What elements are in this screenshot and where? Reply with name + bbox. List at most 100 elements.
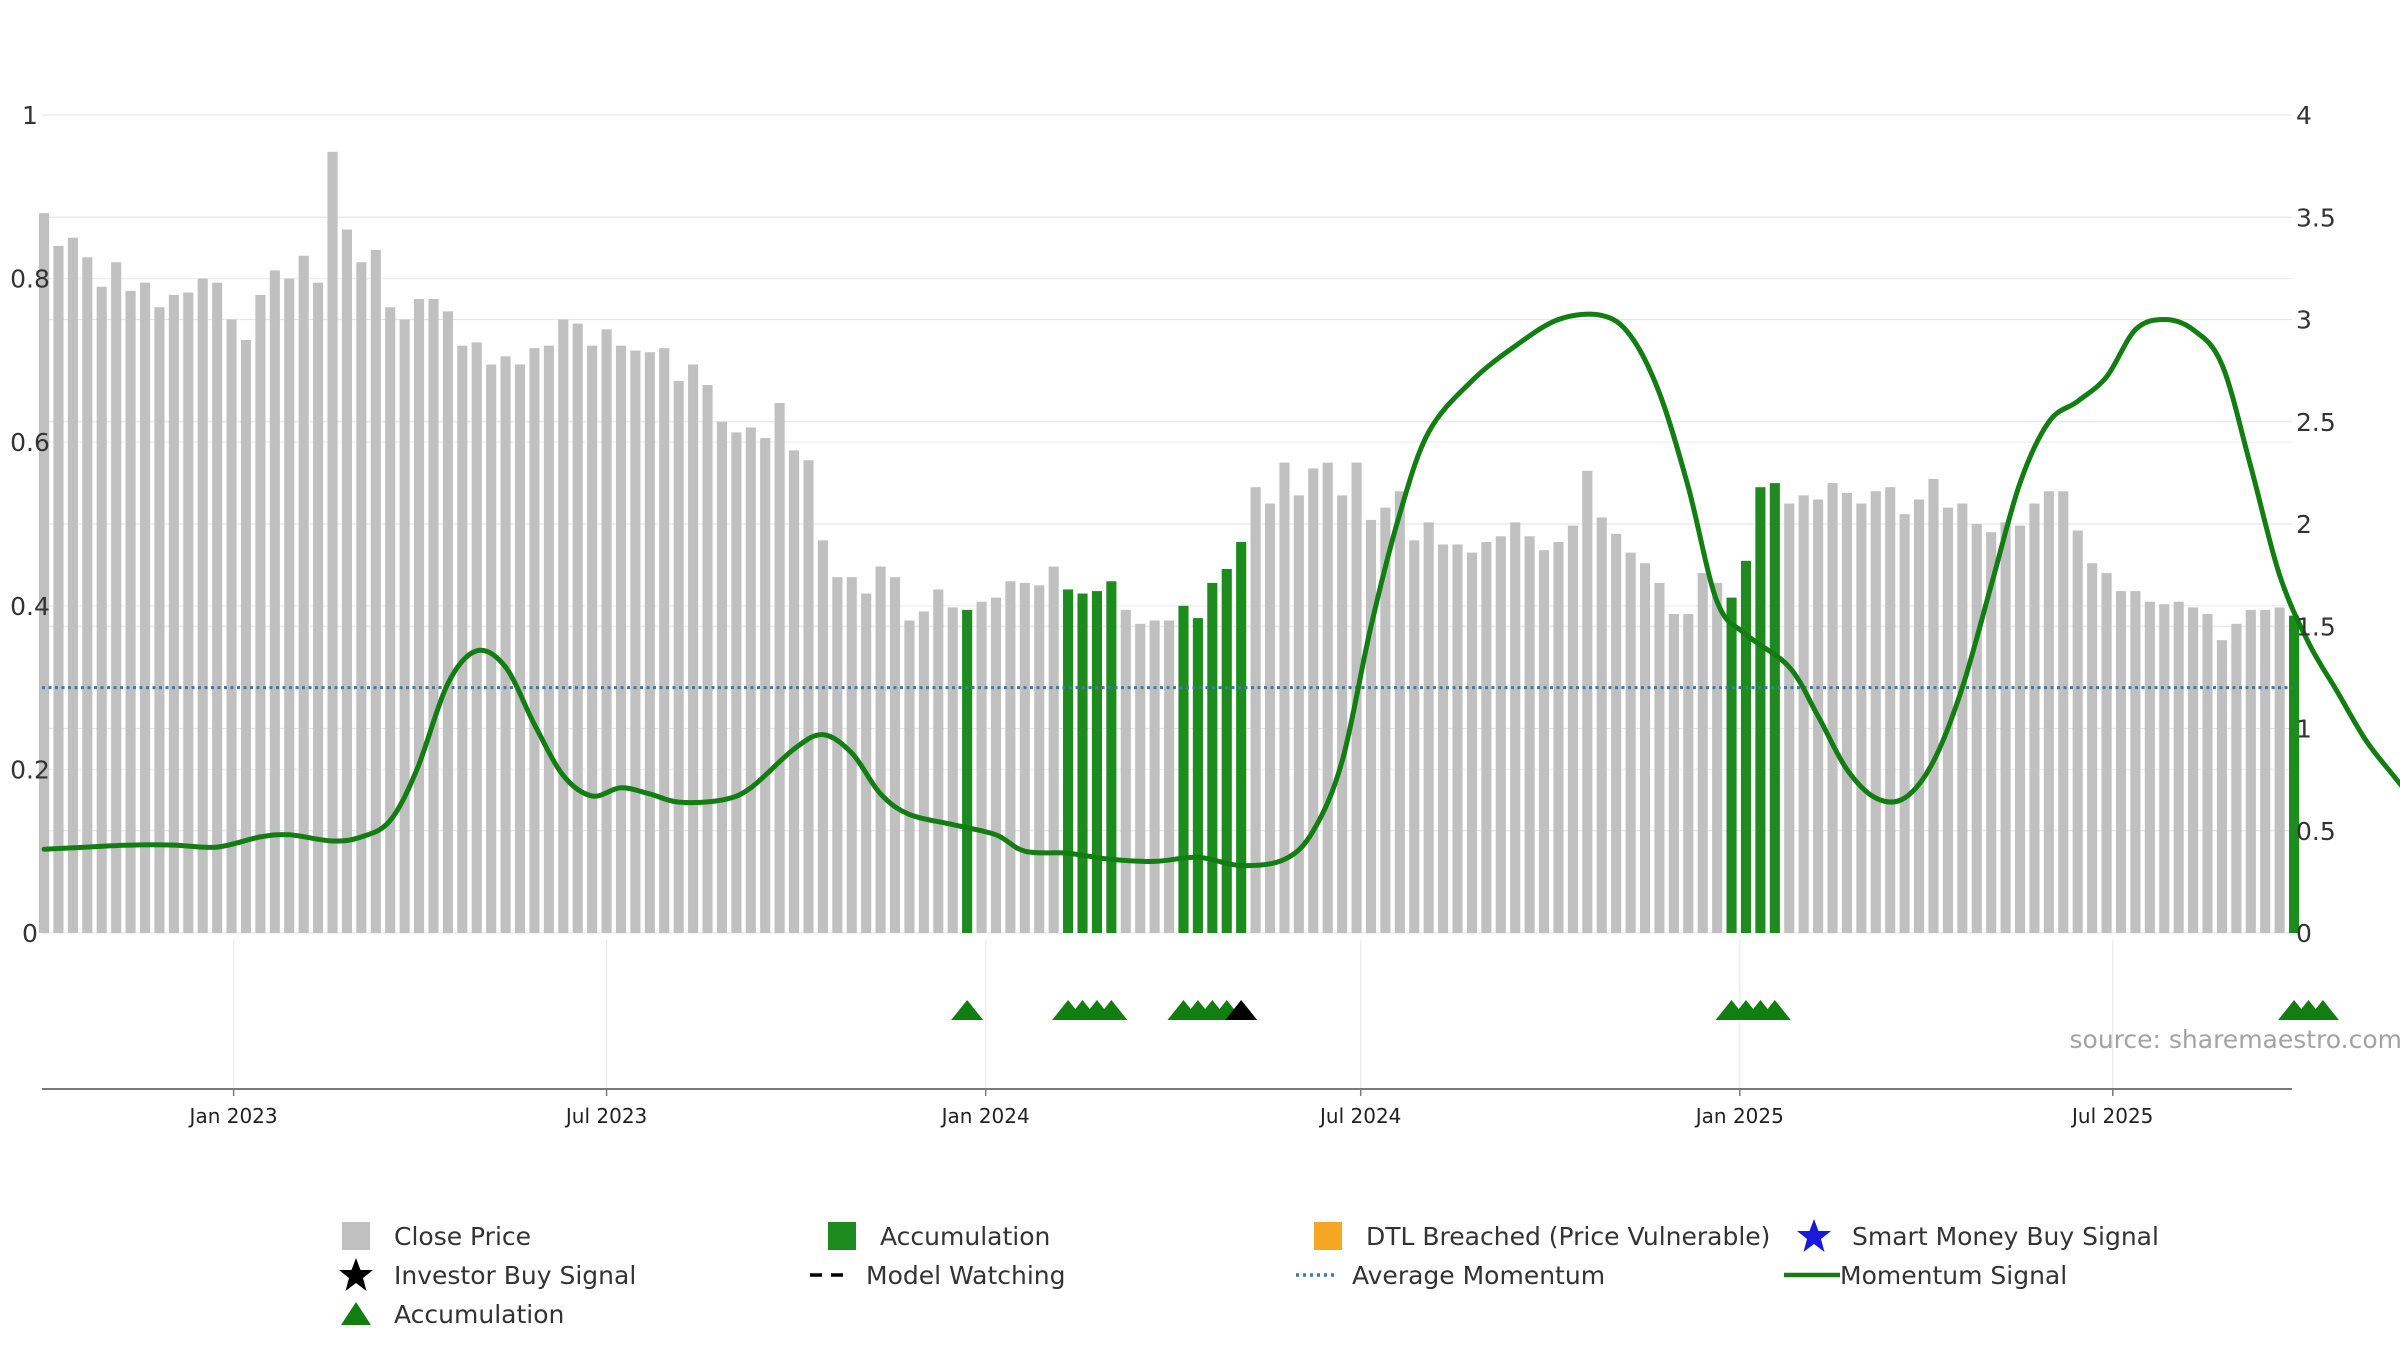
accumulation-bar	[1207, 582, 1218, 933]
close-price-bar	[558, 319, 569, 933]
close-price-bar	[1264, 503, 1276, 933]
close-price-bar	[1885, 487, 1896, 933]
close-price-bar	[2087, 563, 2098, 933]
close-price-bar	[1120, 609, 1131, 933]
close-price-bar	[1279, 462, 1290, 933]
left-axis-tick-label: 0.4	[10, 592, 50, 621]
close-price-bar	[1841, 492, 1852, 933]
close-price-bar	[832, 577, 843, 933]
close-price-bar	[1639, 563, 1651, 933]
close-price-bar	[1164, 620, 1175, 933]
left-axis-tick-label: 0.8	[10, 265, 50, 294]
close-price-bar	[313, 282, 324, 933]
right-axis-tick-label: 3.5	[2296, 203, 2336, 232]
close-price-bar	[1293, 495, 1304, 933]
right-axis-tick-label: 3	[2296, 306, 2312, 335]
close-price-bar	[1539, 550, 1550, 933]
close-price-bar	[341, 229, 352, 933]
momentum-signal-line	[41, 311, 2400, 869]
right-axis-tick-label: 0.5	[2296, 817, 2336, 846]
close-price-bar	[1034, 585, 1045, 933]
close-price-bar	[2173, 601, 2184, 933]
close-price-bar	[255, 294, 266, 934]
x-axis-tick-label: Jul 2023	[564, 1104, 647, 1128]
accumulation-triangle-marker	[1095, 1000, 1128, 1020]
left-axis-tick-label: 1	[22, 101, 38, 130]
accumulation-triangle-marker	[1758, 1000, 1791, 1020]
close-price-bar	[2188, 607, 2199, 933]
close-price-bar	[2000, 522, 2011, 933]
close-price-bar	[731, 432, 742, 933]
right-axis-tick-label: 2	[2296, 510, 2312, 539]
close-price-bar	[803, 460, 814, 933]
x-axis-tick-label: Jul 2025	[2070, 1104, 2153, 1128]
close-price-bar	[1784, 503, 1795, 933]
close-price-bar	[1712, 582, 1723, 933]
close-price-bar	[2245, 609, 2256, 933]
close-price-bar	[659, 348, 670, 933]
close-price-bar	[861, 593, 872, 933]
left-axis-tick-label: 0.6	[10, 428, 50, 457]
momentum-signal-path	[41, 311, 2400, 869]
close-price-bar	[2260, 609, 2271, 933]
close-price-bar	[1048, 566, 1059, 933]
accumulation-bar	[962, 609, 973, 933]
close-price-bar	[1567, 525, 1578, 933]
close-price-bar	[2043, 491, 2054, 933]
close-price-bar	[1466, 552, 1477, 933]
close-price-bar	[298, 255, 309, 933]
close-price-bar	[212, 282, 223, 933]
close-price-bar	[139, 282, 151, 933]
close-price-bar	[370, 249, 381, 934]
close-price-bar	[1798, 495, 1809, 933]
close-price-bar	[2274, 607, 2285, 933]
close-price-bar	[1827, 483, 1838, 933]
close-price-bar	[2029, 503, 2040, 933]
close-price-bar	[1495, 536, 1506, 933]
close-price-bar	[2216, 640, 2227, 933]
accumulation-bar	[1221, 568, 1232, 933]
close-price-bar	[1668, 613, 1679, 933]
x-axis-tick-label: Jan 2025	[1694, 1104, 1784, 1128]
close-price-bar	[889, 577, 901, 933]
right-axis-tick-labels: 0 0.5 1 1.5 2 2.5 3 3.5 4	[2296, 101, 2336, 948]
x-axis: Jan 2023 Jul 2023 Jan 2024 Jul 2024 Jan 2025…	[42, 1088, 2292, 1128]
close-price-bar	[1394, 491, 1405, 933]
left-axis-tick-label: 0.2	[10, 755, 50, 784]
investor-buy-marker	[1225, 1000, 1258, 1020]
signal-markers	[951, 1000, 2339, 1020]
close-price-bar	[1856, 503, 1867, 933]
close-price-bar	[1510, 522, 1521, 933]
close-price-bar	[1322, 462, 1333, 933]
accumulation-bar	[1063, 589, 1074, 933]
close-price-bar	[1986, 532, 1997, 933]
close-price-bar	[716, 421, 727, 933]
accumulation-bar	[1755, 487, 1766, 933]
close-price-bar	[500, 356, 511, 933]
close-price-bar	[976, 601, 987, 933]
close-price-bar	[904, 620, 915, 933]
close-price-bar	[1625, 552, 1636, 933]
accumulation-bar	[1077, 593, 1088, 933]
close-price-bar	[1957, 503, 1968, 933]
close-price-bar	[1423, 522, 1434, 933]
close-price-bar	[1365, 519, 1377, 933]
close-price-bar	[1380, 507, 1391, 933]
close-price-bar	[1942, 507, 1953, 933]
close-price-bar	[82, 257, 93, 934]
close-price-bar	[2115, 591, 2127, 933]
accumulation-bar	[1192, 618, 1203, 933]
close-price-bar	[630, 350, 641, 934]
accumulation-bar	[2289, 615, 2300, 933]
close-price-bar	[1914, 499, 1925, 933]
close-price-bar	[240, 339, 252, 933]
accumulation-bar	[1236, 542, 1247, 933]
close-price-bar	[789, 450, 800, 933]
close-price-bar	[529, 348, 540, 933]
close-price-bar	[947, 607, 958, 933]
accumulation-bar	[1178, 605, 1189, 933]
close-price-bar	[1337, 495, 1348, 933]
close-price-bar	[197, 278, 208, 934]
accumulation-bar	[1726, 597, 1737, 933]
